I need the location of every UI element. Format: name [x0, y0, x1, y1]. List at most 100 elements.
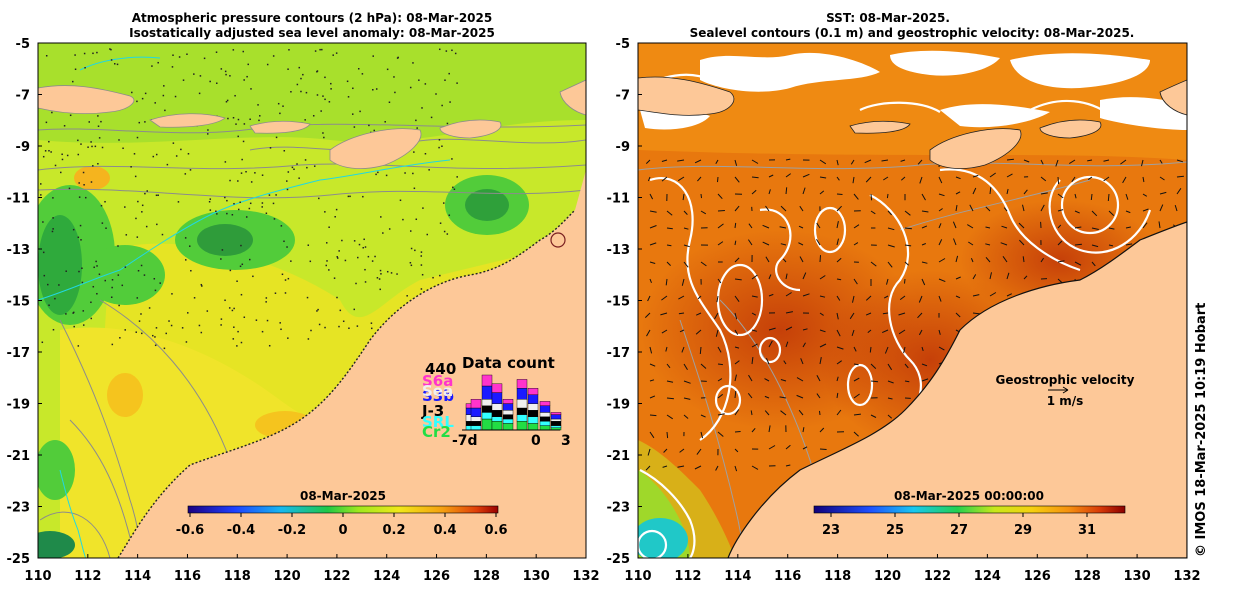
data-count-max: 440	[425, 360, 456, 378]
velocity-arrow	[798, 225, 804, 229]
land-australia	[118, 170, 586, 558]
velocity-arrow	[765, 205, 770, 212]
velocity-arrow	[661, 329, 668, 334]
stipple-dot	[288, 49, 290, 51]
velocity-arrow	[666, 397, 674, 400]
velocity-arrow	[819, 255, 821, 263]
stipple-dot	[58, 284, 60, 286]
stipple-dot	[118, 139, 120, 141]
sla-low-east-core	[465, 189, 509, 221]
velocity-arrow	[955, 295, 961, 299]
stipple-dot	[92, 52, 94, 55]
stipple-dot	[280, 225, 283, 227]
stipple-dot	[153, 277, 156, 280]
velocity-arrow	[666, 227, 673, 230]
lon-label: 114	[124, 569, 151, 584]
stipple-dot	[237, 135, 239, 138]
stipple-dot	[298, 66, 301, 69]
velocity-arrow	[700, 193, 702, 199]
velocity-arrow	[1040, 176, 1047, 182]
velocity-arrow	[696, 448, 702, 455]
stipple-dot	[48, 140, 50, 143]
velocity-arrow	[785, 158, 791, 161]
velocity-arrow	[816, 375, 821, 382]
velocity-arrow	[881, 329, 889, 334]
velocity-arrow	[1142, 193, 1148, 197]
stipple-dot	[242, 140, 245, 143]
velocity-arrow	[1103, 159, 1110, 162]
data-count-bar	[491, 421, 503, 431]
velocity-arrow	[952, 221, 957, 229]
stipple-dot	[357, 68, 360, 70]
stipple-dot	[456, 82, 458, 84]
stipple-dot	[416, 127, 418, 129]
stipple-dot	[240, 172, 243, 174]
velocity-arrow	[853, 193, 859, 200]
stipple-dot	[87, 146, 89, 148]
stipple-dot	[296, 163, 298, 165]
stipple-dot	[229, 269, 232, 272]
velocity-arrow	[836, 159, 839, 166]
velocity-arrow	[768, 445, 776, 450]
data-count-bar	[539, 421, 551, 426]
stipple-dot	[118, 304, 120, 307]
stipple-dot	[266, 63, 269, 66]
velocity-arrow	[646, 329, 651, 337]
stipple-dot	[78, 196, 81, 198]
stipple-dot	[353, 308, 356, 311]
velocity-arrow	[768, 340, 773, 348]
stipple-dot	[154, 344, 157, 347]
stipple-dot	[241, 158, 243, 161]
stipple-dot	[104, 279, 107, 282]
stipple-dot	[446, 122, 449, 125]
velocity-legend-label: Geostrophic velocity	[996, 373, 1135, 387]
stipple-dot	[140, 313, 142, 315]
stipple-dot	[320, 110, 322, 112]
velocity-arrow	[819, 275, 826, 280]
stipple-dot	[198, 324, 201, 327]
velocity-arrow	[683, 261, 689, 268]
stipple-dot	[236, 345, 238, 347]
stipple-dot	[335, 208, 338, 211]
lon-label: 116	[774, 569, 801, 584]
velocity-arrow	[715, 329, 719, 337]
data-count-bar	[527, 423, 539, 431]
stipple-dot	[189, 169, 192, 171]
stipple-dot	[193, 73, 195, 75]
velocity-arrow	[1108, 227, 1115, 230]
velocity-arrow	[819, 357, 822, 365]
stipple-dot	[43, 274, 46, 277]
velocity-arrow	[898, 312, 906, 316]
data-count-bar	[527, 394, 539, 404]
velocity-arrow	[1159, 176, 1165, 181]
stipple-dot	[283, 150, 286, 152]
stipple-dot	[298, 177, 300, 179]
lon-label: 122	[924, 569, 951, 584]
stipple-dot	[229, 179, 231, 182]
velocity-arrow	[1122, 176, 1127, 184]
sla-low-southwest2	[38, 531, 75, 558]
velocity-arrow	[717, 210, 725, 212]
stipple-dot	[117, 274, 120, 276]
stipple-dot	[356, 325, 359, 327]
stipple-dot	[259, 115, 261, 117]
stipple-dot	[182, 79, 185, 81]
data-count-bar	[516, 379, 528, 389]
stipple-dot	[318, 323, 321, 326]
stipple-dot	[314, 50, 317, 52]
stipple-dot	[156, 223, 158, 226]
velocity-arrow	[717, 431, 724, 437]
stipple-dot	[121, 284, 124, 287]
stipple-dot	[328, 269, 330, 271]
stipple-dot	[248, 207, 251, 210]
velocity-arrow	[1158, 221, 1161, 229]
data-count-bars	[465, 374, 562, 431]
velocity-arrow	[661, 295, 668, 301]
stipple-dot	[187, 153, 190, 155]
right-colorbar: 08-Mar-2025 00:00:00 23 25 27 29 31	[813, 489, 1126, 538]
stipple-dot	[393, 76, 395, 78]
stipple-dot	[155, 327, 158, 329]
stipple-dot	[51, 111, 53, 114]
velocity-arrow	[717, 193, 723, 200]
lon-label: 120	[274, 569, 301, 584]
